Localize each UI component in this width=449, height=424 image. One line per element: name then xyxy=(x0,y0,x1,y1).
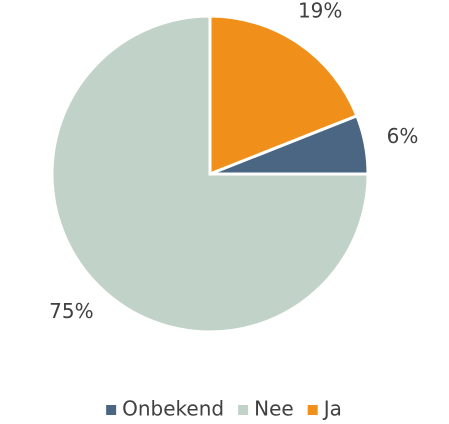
data-label: 19% xyxy=(298,0,342,22)
legend-swatch xyxy=(106,405,117,415)
legend-label: Onbekend xyxy=(122,397,224,421)
legend-swatch xyxy=(238,405,249,415)
data-label: 75% xyxy=(49,299,93,323)
pie-slice xyxy=(208,14,359,177)
data-label: 6% xyxy=(387,124,419,148)
legend-label: Ja xyxy=(322,397,342,421)
legend-label: Nee xyxy=(254,397,294,421)
pie-slice xyxy=(50,14,370,334)
legend-swatch xyxy=(307,405,318,415)
